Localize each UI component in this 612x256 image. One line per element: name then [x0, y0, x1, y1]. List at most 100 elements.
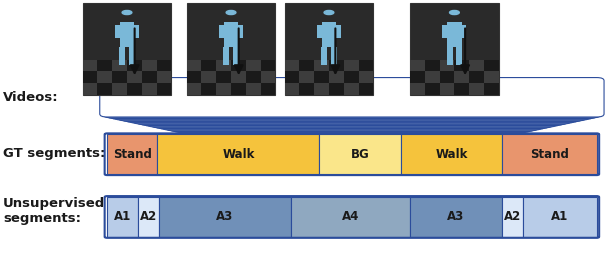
- Bar: [447, 22, 461, 47]
- Bar: [231, 71, 246, 83]
- Text: Unsupervised
segments:: Unsupervised segments:: [3, 197, 105, 225]
- FancyBboxPatch shape: [114, 81, 589, 120]
- Text: Stand: Stand: [113, 148, 152, 161]
- Text: BG: BG: [351, 148, 370, 161]
- FancyBboxPatch shape: [203, 99, 501, 138]
- Bar: [359, 83, 373, 95]
- FancyBboxPatch shape: [170, 92, 534, 132]
- Bar: [142, 60, 157, 71]
- FancyBboxPatch shape: [155, 89, 549, 129]
- Bar: [127, 83, 142, 95]
- Text: A4: A4: [341, 210, 359, 223]
- Bar: [484, 60, 499, 71]
- Bar: [410, 83, 425, 95]
- Text: Videos:: Videos:: [3, 91, 59, 104]
- Bar: [83, 60, 97, 71]
- Bar: [97, 83, 112, 95]
- Bar: [187, 3, 275, 95]
- Text: A3: A3: [447, 210, 465, 223]
- Text: A2: A2: [504, 210, 521, 223]
- Bar: [322, 22, 336, 47]
- Bar: [112, 83, 127, 95]
- Bar: [425, 83, 439, 95]
- FancyBboxPatch shape: [125, 83, 578, 122]
- Bar: [410, 197, 502, 237]
- Bar: [439, 71, 454, 83]
- FancyBboxPatch shape: [147, 88, 556, 127]
- Bar: [201, 83, 216, 95]
- Bar: [336, 25, 341, 38]
- Bar: [291, 197, 410, 237]
- FancyBboxPatch shape: [118, 81, 586, 121]
- Bar: [261, 60, 275, 71]
- FancyBboxPatch shape: [195, 98, 509, 137]
- Text: A2: A2: [140, 210, 157, 223]
- Bar: [134, 25, 139, 38]
- FancyBboxPatch shape: [144, 87, 560, 126]
- Bar: [107, 197, 138, 237]
- Bar: [344, 83, 359, 95]
- Bar: [238, 25, 243, 38]
- Bar: [120, 22, 134, 47]
- Bar: [447, 47, 453, 65]
- Bar: [299, 83, 314, 95]
- FancyBboxPatch shape: [100, 78, 604, 117]
- Bar: [223, 47, 229, 65]
- Circle shape: [324, 10, 334, 15]
- Bar: [469, 71, 484, 83]
- Bar: [410, 71, 425, 83]
- Bar: [157, 71, 171, 83]
- Bar: [314, 71, 329, 83]
- Circle shape: [226, 10, 236, 15]
- Bar: [107, 134, 157, 174]
- Bar: [285, 60, 299, 71]
- Bar: [97, 71, 112, 83]
- Circle shape: [122, 10, 132, 15]
- Bar: [157, 60, 171, 71]
- Bar: [83, 3, 171, 95]
- FancyBboxPatch shape: [177, 94, 527, 133]
- Bar: [425, 60, 439, 71]
- FancyBboxPatch shape: [111, 80, 593, 119]
- Bar: [83, 71, 97, 83]
- Bar: [502, 197, 523, 237]
- Bar: [454, 71, 469, 83]
- Bar: [127, 71, 142, 83]
- FancyBboxPatch shape: [107, 79, 597, 119]
- Bar: [157, 83, 171, 95]
- Bar: [201, 71, 216, 83]
- FancyBboxPatch shape: [159, 90, 545, 129]
- Bar: [129, 47, 135, 65]
- Bar: [454, 60, 469, 71]
- FancyBboxPatch shape: [199, 98, 505, 138]
- Bar: [216, 83, 231, 95]
- Bar: [112, 60, 127, 71]
- FancyBboxPatch shape: [192, 97, 512, 136]
- FancyBboxPatch shape: [188, 96, 516, 135]
- FancyBboxPatch shape: [184, 95, 520, 135]
- Bar: [469, 83, 484, 95]
- Bar: [457, 47, 462, 65]
- Bar: [359, 60, 373, 71]
- Bar: [83, 83, 97, 95]
- Bar: [317, 25, 322, 38]
- Bar: [330, 47, 337, 65]
- Bar: [285, 71, 299, 83]
- Bar: [187, 60, 201, 71]
- Bar: [461, 25, 466, 38]
- Bar: [314, 60, 329, 71]
- Bar: [329, 71, 344, 83]
- Bar: [469, 60, 484, 71]
- Bar: [142, 83, 157, 95]
- Bar: [439, 60, 454, 71]
- Bar: [484, 83, 499, 95]
- Bar: [246, 60, 261, 71]
- FancyBboxPatch shape: [136, 85, 567, 125]
- Bar: [319, 134, 401, 174]
- FancyBboxPatch shape: [133, 84, 571, 124]
- Bar: [425, 71, 439, 83]
- Bar: [246, 83, 261, 95]
- Text: Walk: Walk: [222, 148, 255, 161]
- Bar: [115, 25, 120, 38]
- Bar: [216, 60, 231, 71]
